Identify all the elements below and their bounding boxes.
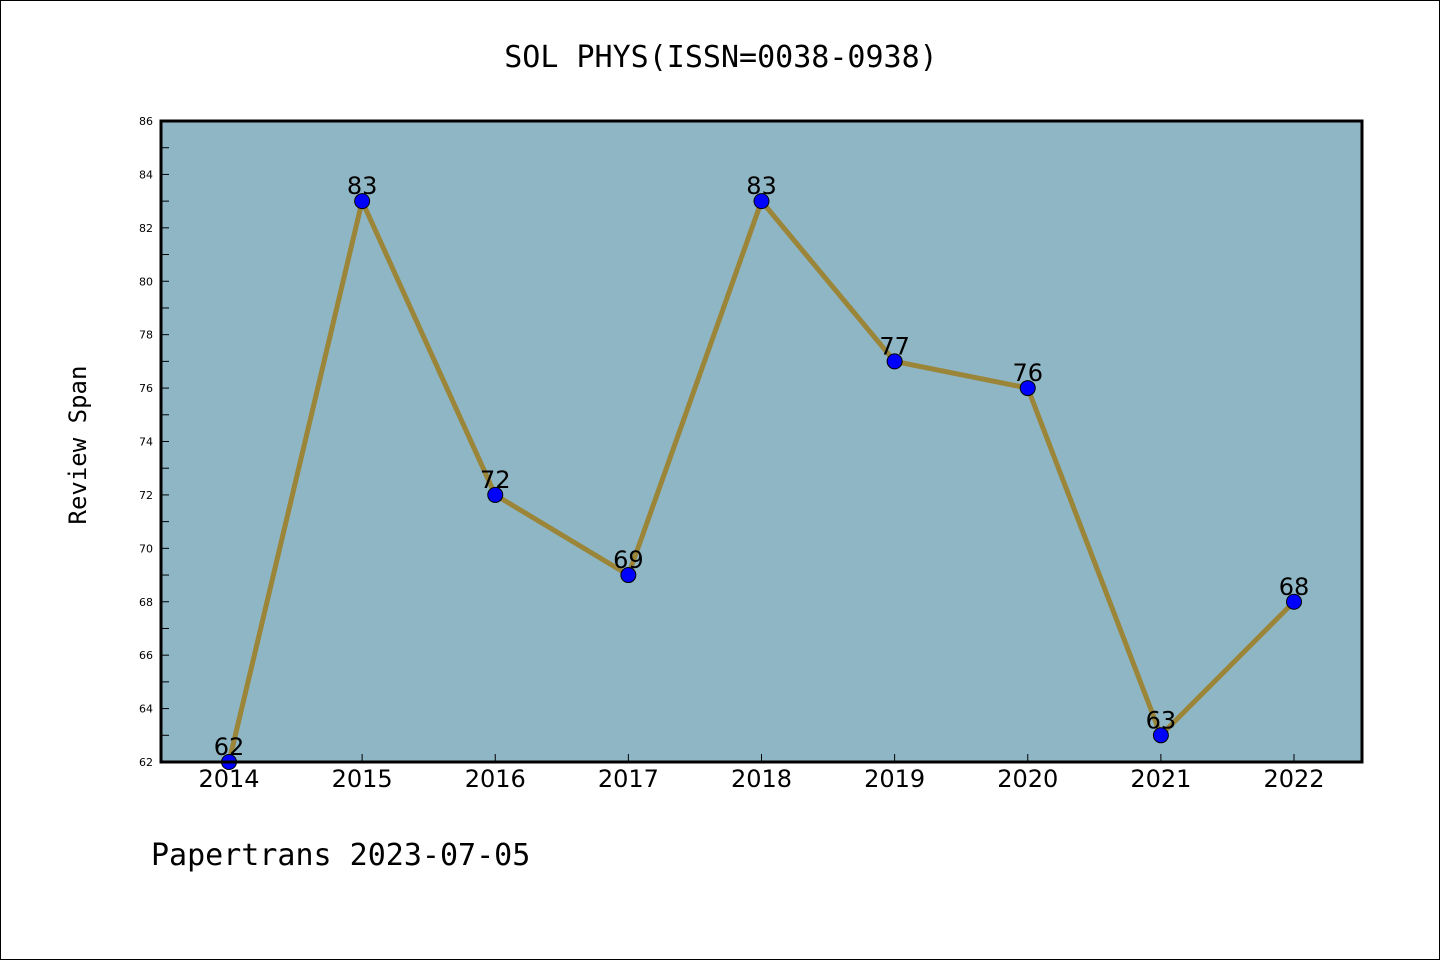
data-label: 83 [347, 172, 378, 200]
chart-title: SOL PHYS(ISSN=0038-0938) [504, 40, 937, 75]
data-label: 68 [1279, 573, 1310, 601]
y-tick-label: 76 [139, 382, 153, 395]
x-tick-label: 2015 [332, 765, 393, 793]
y-tick-label: 62 [139, 756, 153, 769]
data-point [354, 193, 371, 210]
data-label: 77 [879, 332, 910, 360]
data-point [1152, 727, 1169, 744]
x-tick-label: 2020 [997, 765, 1058, 793]
data-labels: 62 83 72 69 83 77 76 63 68 [214, 172, 1310, 761]
x-tick-label: 2022 [1263, 765, 1324, 793]
y-tick-label: 72 [139, 489, 153, 502]
plot-area [161, 121, 1362, 762]
x-tick-label: 2021 [1130, 765, 1191, 793]
y-tick-label: 64 [139, 703, 153, 716]
data-point [1286, 593, 1302, 610]
data-point [753, 193, 770, 210]
data-point [1019, 380, 1036, 397]
y-tick-label: 68 [139, 596, 153, 609]
y-tick-label: 66 [139, 649, 153, 662]
data-markers [221, 193, 1302, 770]
y-tick-label: 80 [139, 275, 153, 288]
y-tick-label: 70 [139, 542, 153, 555]
data-label: 72 [480, 466, 511, 494]
footer-text: Papertrans 2023-07-05 [151, 838, 530, 873]
data-label: 69 [613, 546, 644, 574]
y-tick-label: 74 [139, 436, 153, 449]
y-axis-ticks: 62 64 66 68 70 72 74 76 78 80 82 84 86 [139, 115, 169, 769]
data-label: 76 [1012, 359, 1043, 387]
y-axis-label: Review Span [64, 366, 92, 525]
y-tick-label: 86 [139, 115, 153, 128]
y-tick-label: 78 [139, 329, 153, 342]
x-tick-label: 2017 [598, 765, 659, 793]
x-tick-label: 2019 [864, 765, 925, 793]
data-point [620, 567, 637, 584]
data-label: 63 [1146, 706, 1177, 734]
y-tick-label: 82 [139, 222, 153, 235]
plot-border [159, 119, 1364, 764]
data-point [886, 353, 903, 370]
data-label: 83 [746, 172, 777, 200]
data-label: 62 [214, 733, 245, 761]
x-axis-ticks: 2014 2015 2016 2017 2018 2019 2020 2021 2022 [198, 754, 1325, 793]
y-tick-label: 84 [139, 168, 153, 181]
x-tick-label: 2016 [465, 765, 526, 793]
x-tick-label: 2018 [731, 765, 792, 793]
data-point [487, 486, 504, 503]
